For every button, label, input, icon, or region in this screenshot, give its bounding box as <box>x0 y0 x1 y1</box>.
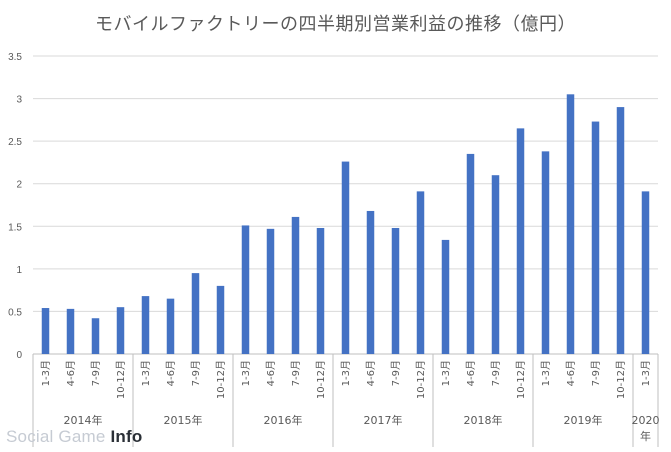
y-tick-label: 1.5 <box>8 222 22 233</box>
group-label: 2017年 <box>364 413 403 427</box>
x-tick-label: 1-3月 <box>40 360 52 386</box>
watermark-text-info: Info <box>110 427 143 446</box>
x-tick-label: 7-9月 <box>90 360 102 386</box>
bar <box>416 191 425 354</box>
bar <box>116 307 125 354</box>
x-tick-label: 7-9月 <box>590 360 602 386</box>
x-tick-label: 10-12月 <box>615 360 627 399</box>
bar <box>616 107 625 354</box>
watermark-text: Social Game <box>6 427 111 446</box>
bar <box>291 216 300 354</box>
bar <box>566 94 575 355</box>
x-tick-label: 10-12月 <box>415 360 427 399</box>
group-label: 2016年 <box>264 413 303 427</box>
group-label: 2014年 <box>64 413 103 427</box>
bar <box>91 318 100 354</box>
x-tick-label: 1-3月 <box>440 360 452 386</box>
x-tick-label: 4-6月 <box>365 360 377 386</box>
bar <box>441 239 450 354</box>
bar <box>466 153 475 354</box>
x-tick-label: 7-9月 <box>390 360 402 386</box>
bar <box>166 298 175 354</box>
x-tick-label: 4-6月 <box>465 360 477 386</box>
x-tick-label: 10-12月 <box>515 360 527 399</box>
y-tick-label: 1 <box>16 265 22 276</box>
y-tick-label: 3 <box>16 95 22 106</box>
group-label: 2015年 <box>164 413 203 427</box>
x-tick-label: 1-3月 <box>240 360 252 386</box>
chart-title: モバイルファクトリーの四半期別営業利益の推移（億円） <box>95 14 576 35</box>
x-tick-label: 7-9月 <box>290 360 302 386</box>
group-label: 2019年 <box>564 413 603 427</box>
group-label: 2020 <box>632 414 660 427</box>
x-tick-label: 7-9月 <box>490 360 502 386</box>
bar <box>241 225 250 354</box>
x-tick-label: 1-3月 <box>640 360 652 386</box>
bar <box>366 210 375 354</box>
bar <box>591 121 600 354</box>
x-tick-label: 10-12月 <box>215 360 227 399</box>
x-tick-label: 1-3月 <box>140 360 152 386</box>
bar <box>191 273 200 354</box>
x-tick-label: 7-9月 <box>190 360 202 386</box>
y-tick-label: 0 <box>16 350 22 361</box>
x-tick-label: 4-6月 <box>65 360 77 386</box>
bar <box>316 227 325 354</box>
bar <box>516 128 525 354</box>
bar <box>541 151 550 354</box>
bar <box>66 308 75 354</box>
watermark-logo: Social Game Info <box>6 427 142 447</box>
bar <box>491 175 500 354</box>
x-tick-label: 4-6月 <box>565 360 577 386</box>
x-tick-label: 4-6月 <box>265 360 277 386</box>
group-label: 年 <box>640 429 651 443</box>
y-tick-label: 2 <box>16 180 22 191</box>
x-tick-label: 10-12月 <box>315 360 327 399</box>
bar <box>266 228 275 354</box>
y-tick-label: 3.5 <box>8 52 22 63</box>
y-tick-label: 2.5 <box>8 137 22 148</box>
x-tick-label: 4-6月 <box>165 360 177 386</box>
y-tick-label: 0.5 <box>8 307 22 318</box>
group-label: 2018年 <box>464 413 503 427</box>
bar <box>341 161 350 354</box>
bar <box>141 296 150 354</box>
bar <box>641 191 650 354</box>
bar <box>41 308 50 354</box>
bar <box>391 227 400 354</box>
x-tick-label: 10-12月 <box>115 360 127 399</box>
bar <box>216 285 225 354</box>
x-tick-label: 1-3月 <box>540 360 552 386</box>
x-tick-label: 1-3月 <box>340 360 352 386</box>
